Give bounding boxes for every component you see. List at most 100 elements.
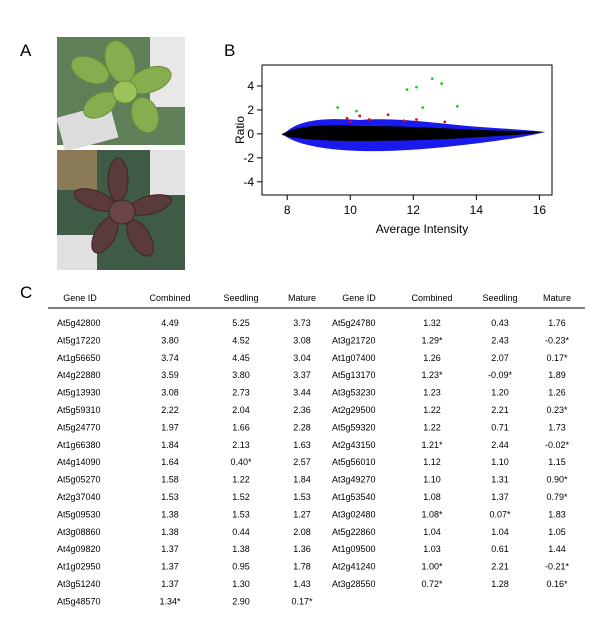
ratio-cell: 1.27 [293,509,311,519]
y-tick-label: 4 [247,79,254,93]
ratio-cell: 1.08 [423,492,441,502]
gene-id: At3g28550 [332,579,376,589]
ratio-cell: 1.64 [161,457,179,467]
gene-id: At3g02480 [332,509,376,519]
photo-green-plant [56,37,185,152]
gene-id: At3g08860 [57,527,101,537]
gene-id: At5g59310 [57,405,101,415]
ratio-cell: 1.84 [161,440,179,450]
gene-id: At5g24780 [332,318,376,328]
ratio-cell: 2.57 [293,457,311,467]
ratio-cell: 1.37 [161,544,179,554]
gene-id: At5g05270 [57,475,101,485]
x-tick-label: 16 [533,203,547,217]
ratio-cell: 2.73 [232,388,250,398]
ratio-cell: 2.22 [161,405,179,415]
ratio-cell: 1.84 [293,475,311,485]
ratio-cell: 4.52 [232,335,250,345]
gene-id: At3g51240 [57,579,101,589]
ratio-cell: -0.21* [545,562,570,572]
ratio-cell: 0.71 [491,422,509,432]
column-header: Mature [543,293,571,303]
ratio-cell: 4.45 [232,353,250,363]
ratio-cell: 1.08* [421,509,443,519]
ratio-cell: 0.72* [421,579,443,589]
column-header: Seedling [482,293,517,303]
ratio-cell: 1.00* [421,562,443,572]
ratio-cell: 1.31 [491,475,509,485]
gene-id: At3g53230 [332,388,376,398]
ratio-cell: 3.59 [161,370,179,380]
y-tick-label: -4 [243,175,254,189]
ratio-cell: 1.38 [161,509,179,519]
ratio-cell: 1.83 [548,509,566,519]
data-point [405,88,409,91]
ratio-cell: 1.23* [421,370,443,380]
gene-id: At5g48570 [57,596,101,606]
ratio-cell: 1.58 [161,475,179,485]
gene-table: Gene ID Combined Seedling Mature Gene ID Comb… [48,293,585,606]
ratio-cell: 0.17* [546,353,568,363]
gene-id: At5g17220 [57,335,101,345]
gene-id: At1g56650 [57,353,101,363]
data-point [367,118,371,121]
ratio-cell: 1.89 [548,370,566,380]
data-point [386,113,390,117]
ratio-cell: 2.28 [293,422,311,432]
ratio-cell: 0.43 [491,318,509,328]
ratio-cell: 1.12 [423,457,441,467]
ratio-cell: 1.97 [161,422,179,432]
ratio-cell: 0.23* [546,405,568,415]
data-point [336,106,340,109]
ratio-cell: 3.73 [293,318,311,328]
ratio-cell: 2.21 [491,405,509,415]
ratio-cell: 0.90* [546,475,568,485]
plot-frame [261,64,553,196]
y-tick-label: -2 [243,151,254,165]
ratio-cell: 3.44 [293,388,311,398]
ratio-cell: 0.40* [230,457,252,467]
ratio-cell: 1.76 [548,318,566,328]
x-tick-label: 12 [407,203,421,217]
data-point [402,119,406,123]
ratio-cell: 5.25 [232,318,250,328]
ratio-cell: 0.79* [546,492,568,502]
ratio-cell: 2.43 [491,335,509,345]
gene-id: At5g24770 [57,422,101,432]
ratio-cell: 1.36 [293,544,311,554]
ratio-cell: 1.04 [491,527,509,537]
ratio-cell: 1.22 [423,422,441,432]
gene-id: At4g22880 [57,370,101,380]
panel-label: B [224,41,235,60]
ratio-cell: 1.04 [423,527,441,537]
ratio-cell: 3.74 [161,353,179,363]
ratio-cell: 1.78 [293,562,311,572]
ratio-cell: 1.15 [548,457,566,467]
ratio-cell: 1.37 [161,562,179,572]
ratio-cell: 1.66 [232,422,250,432]
ratio-cell: 1.38 [232,544,250,554]
data-point [456,104,459,108]
ratio-cell: 2.90 [232,596,250,606]
gene-id: At5g13170 [332,370,376,380]
column-header: Combined [149,293,190,303]
gene-id: At5g09530 [57,509,101,519]
column-header: Gene ID [63,293,97,303]
gene-id: At2g43150 [332,440,376,450]
ratio-cell: 1.38 [161,527,179,537]
data-point [421,106,425,109]
gene-id: At5g13930 [57,388,101,398]
point-cloud-black [282,125,545,141]
ratio-cell: 1.23 [423,388,441,398]
ratio-cell: 2.13 [232,440,250,450]
gene-id: At3g49270 [332,475,376,485]
ratio-cell: 1.30 [232,579,250,589]
ratio-cell: 1.05 [548,527,566,537]
data-point [443,120,447,124]
ratio-cell: 3.08 [293,335,311,345]
ratio-cell: 1.10 [491,457,509,467]
ratio-cell: 1.03 [423,544,441,554]
x-tick-label: 14 [470,203,484,217]
ratio-cell: 3.04 [293,353,311,363]
